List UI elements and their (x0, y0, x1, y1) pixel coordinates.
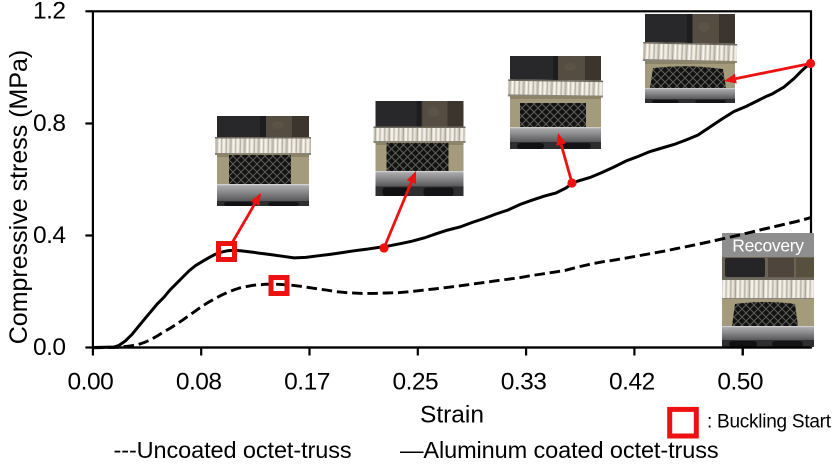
svg-text:0.8: 0.8 (33, 110, 66, 137)
svg-text:0.0: 0.0 (33, 334, 66, 361)
svg-text:Recovery: Recovery (732, 236, 804, 256)
svg-text:—Aluminum coated octet-truss: —Aluminum coated octet-truss (400, 437, 719, 463)
svg-text:Strain: Strain (420, 402, 484, 429)
svg-text:0.33: 0.33 (501, 369, 547, 396)
svg-text:---Uncoated octet-truss: ---Uncoated octet-truss (114, 437, 352, 463)
svg-text:Compressive stress (MPa): Compressive stress (MPa) (5, 50, 33, 345)
svg-text:: Buckling Start: : Buckling Start (707, 412, 832, 433)
svg-text:0.08: 0.08 (176, 369, 222, 396)
svg-text:0.42: 0.42 (609, 369, 655, 396)
svg-text:0.17: 0.17 (284, 369, 330, 396)
svg-text:1.2: 1.2 (33, 0, 66, 25)
svg-text:0.00: 0.00 (68, 369, 114, 396)
svg-text:0.25: 0.25 (392, 369, 438, 396)
svg-text:0.50: 0.50 (717, 369, 763, 396)
svg-text:0.4: 0.4 (33, 222, 66, 249)
